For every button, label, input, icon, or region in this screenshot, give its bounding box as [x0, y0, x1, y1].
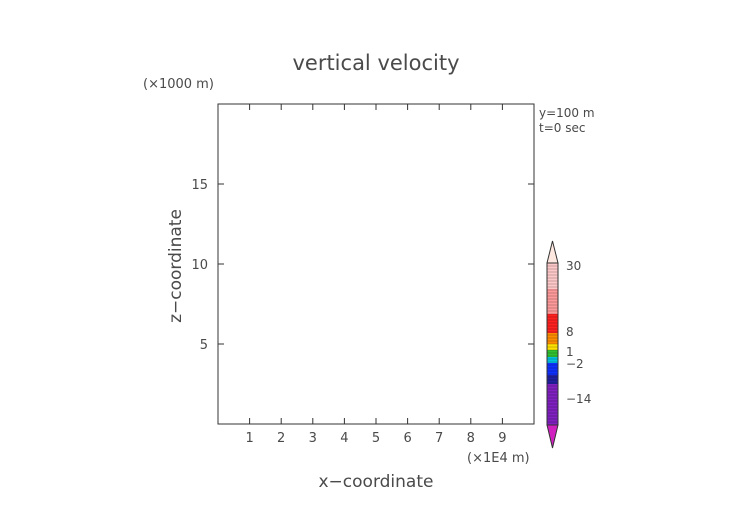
x-axis-label: x−coordinate [319, 472, 434, 492]
x-tick-label: 5 [372, 431, 380, 446]
colorbar [546, 240, 559, 449]
y-tick-label: 15 [191, 178, 208, 193]
colorbar-band-red [547, 314, 558, 333]
colorbar-label: 1 [566, 345, 574, 359]
y-tick-label: 10 [191, 258, 208, 273]
colorbar-label: 8 [566, 325, 574, 339]
x-tick-label: 8 [467, 431, 475, 446]
x-ticks: 1 2 3 4 5 6 7 8 9 [245, 104, 507, 446]
colorbar-band-green [547, 350, 558, 357]
y-tick-label: 5 [200, 338, 208, 353]
y-ticks: 5 10 15 [191, 178, 534, 353]
info-line-y: y=100 m [539, 106, 595, 120]
x-tick-label: 2 [277, 431, 285, 446]
colorbar-band-pink [547, 289, 558, 314]
colorbar-label: 30 [566, 259, 581, 273]
plot-frame [217, 103, 535, 425]
x-tick-label: 4 [340, 431, 348, 446]
colorbar-label: −14 [566, 392, 591, 406]
colorbar-band-navy [547, 375, 558, 384]
y-axis-label: z−coordinate [166, 209, 186, 323]
x-tick-label: 1 [245, 431, 253, 446]
colorbar-band-purple [547, 384, 558, 425]
colorbar-bottom-arrow [546, 424, 559, 449]
colorbar-band-pink-light [547, 263, 558, 289]
colorbar-band-blue [547, 363, 558, 375]
info-line-t: t=0 sec [539, 121, 585, 135]
x-tick-label: 9 [498, 431, 506, 446]
colorbar-labels: 30 8 1−2 −14 [566, 259, 591, 406]
colorbar-band-orange [547, 333, 558, 344]
y-unit-label: (×1000 m) [143, 77, 214, 92]
colorbar-label: −2 [566, 357, 584, 371]
x-tick-label: 3 [309, 431, 317, 446]
x-unit-label: (×1E4 m) [467, 451, 530, 466]
colorbar-top-arrow [546, 240, 559, 264]
x-tick-label: 6 [403, 431, 411, 446]
x-tick-label: 7 [435, 431, 443, 446]
colorbar-band-cyan [547, 357, 558, 363]
colorbar-band-yellow [547, 344, 558, 350]
chart-title: vertical velocity [292, 51, 459, 75]
